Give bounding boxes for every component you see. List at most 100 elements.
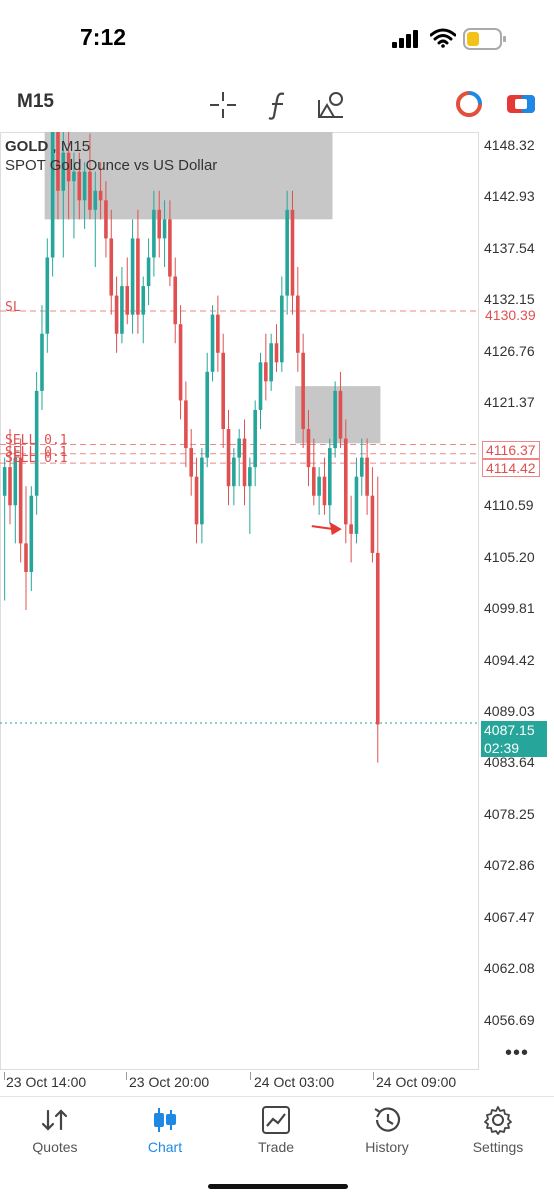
candle-body: [34, 390, 39, 496]
candle-body: [93, 190, 98, 210]
objects-icon[interactable]: [317, 90, 347, 120]
more-options-icon[interactable]: •••: [505, 1042, 530, 1064]
candle-body: [248, 467, 252, 487]
candle-body: [88, 171, 92, 210]
candlestick-plot[interactable]: [0, 132, 479, 1070]
chart-area[interactable]: GOLD , M15 SPOT Gold Ounce vs US Dollar …: [0, 132, 554, 1072]
time-label: 23 Oct 14:00: [6, 1074, 87, 1090]
supply-zone-1: [44, 132, 333, 220]
timeframe-button[interactable]: M15: [17, 91, 54, 112]
candle-body: [269, 343, 273, 382]
candle-body: [2, 467, 7, 496]
symbol-timeframe: M15: [60, 138, 91, 155]
candle-body: [50, 132, 55, 258]
candle-body: [354, 476, 359, 534]
candle-body: [194, 476, 199, 525]
annotation-arrow-head: [329, 522, 342, 536]
price-tick-label: 4094.42: [484, 652, 535, 668]
tab-settings[interactable]: Settings: [443, 1097, 553, 1167]
one-click-trading-icon[interactable]: [455, 90, 483, 118]
candle-body: [61, 152, 66, 191]
price-tick-label: 4078.25: [484, 806, 535, 822]
tab-chart[interactable]: Chart: [110, 1097, 220, 1167]
time-tick: [250, 1072, 251, 1080]
candle-body: [301, 352, 305, 430]
current-price-tag: 4087.15 02:39: [481, 721, 547, 757]
candle-body: [125, 286, 130, 315]
candle-body: [173, 276, 178, 325]
candle-body: [258, 362, 263, 410]
tab-label: Chart: [147, 1139, 183, 1155]
tab-trade[interactable]: Trade: [221, 1097, 331, 1167]
bottom-tab-bar: Quotes Chart Trade History Settings: [0, 1096, 554, 1167]
bar-countdown: 02:39: [484, 740, 520, 756]
candle-body: [77, 171, 82, 201]
price-tick-label: 4121.37: [484, 394, 535, 410]
candle-body: [327, 448, 332, 506]
candle-body: [290, 209, 295, 296]
tab-quotes[interactable]: Quotes: [0, 1097, 110, 1167]
candle-body: [168, 219, 172, 277]
price-tick-label: 4148.32: [484, 137, 535, 153]
candle-body: [349, 524, 353, 534]
current-price: 4087.15: [484, 722, 535, 738]
candle-body: [189, 448, 194, 477]
candle-body: [343, 438, 348, 525]
candle-body: [375, 552, 380, 725]
candle-body: [130, 238, 135, 315]
candle-body: [312, 467, 316, 496]
price-tick-label: 4142.93: [484, 188, 535, 204]
candle-body: [162, 219, 167, 239]
candle-body: [98, 190, 103, 201]
sell-price-tag-1: 4116.37: [482, 441, 540, 459]
tab-history[interactable]: History: [332, 1097, 442, 1167]
price-tick-label: 4067.47: [484, 909, 535, 925]
chart-toolbar: M15: [0, 78, 554, 130]
price-tick-label: 4089.03: [484, 703, 535, 719]
price-tick-label: 4099.81: [484, 600, 535, 616]
candle-body: [264, 362, 268, 382]
cellular-signal-icon: [392, 30, 418, 48]
tab-label: Quotes: [32, 1139, 78, 1155]
crosshair-icon[interactable]: [208, 90, 238, 120]
candle-body: [13, 457, 18, 506]
candle-body: [200, 457, 204, 525]
quotes-icon: [41, 1109, 68, 1131]
time-tick: [126, 1072, 127, 1080]
candle-body: [120, 286, 124, 334]
candle-body: [370, 495, 375, 553]
candle-body: [114, 295, 119, 334]
candle-body: [365, 457, 369, 496]
candle-body: [237, 438, 241, 458]
candle-body: [322, 476, 327, 506]
candle-body: [82, 171, 87, 201]
candle-body: [205, 371, 210, 458]
price-tick-label: 4137.54: [484, 240, 535, 256]
candle-body: [178, 324, 183, 401]
sell-line-label-2: SELL 0.1: [5, 445, 68, 460]
candle-body: [66, 152, 71, 182]
candle-body: [18, 457, 23, 544]
candle-body: [146, 257, 151, 287]
indicators-icon[interactable]: [266, 90, 290, 120]
candle-body: [152, 209, 156, 258]
price-tick-label: 4105.20: [484, 549, 535, 565]
candle-body: [306, 429, 311, 468]
time-tick: [4, 1072, 5, 1080]
candle-body: [8, 467, 12, 506]
price-tick-label: 4110.59: [484, 497, 534, 513]
sell-price-tag-2: 4114.42: [482, 459, 540, 477]
candle-body: [72, 171, 76, 182]
price-tick-label: 4062.08: [484, 960, 535, 976]
gear-icon: [484, 1106, 512, 1135]
candle-body: [274, 343, 279, 363]
candle-body: [56, 132, 60, 191]
candle-body: [45, 257, 50, 334]
wifi-icon: [430, 28, 456, 48]
price-tick-label: 4132.15: [484, 291, 535, 307]
sell-line-label-3: SELL 0.1: [5, 451, 68, 466]
chart-candles-icon: [154, 1108, 176, 1132]
new-order-icon[interactable]: [506, 90, 536, 118]
chart-symbol: GOLD , M15: [5, 138, 90, 155]
symbol-description: SPOT Gold Ounce vs US Dollar: [5, 157, 218, 174]
